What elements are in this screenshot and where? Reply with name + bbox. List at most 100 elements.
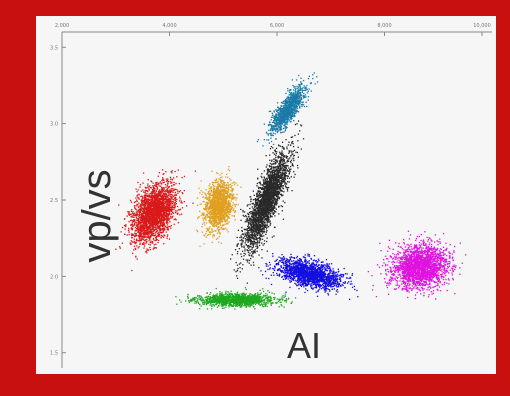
scatter-point [218,230,220,233]
scatter-point [216,232,219,234]
scatter-point [157,210,159,213]
scatter-point [252,245,255,247]
scatter-point [206,209,208,211]
scatter-point [145,250,148,252]
scatter-point [134,213,137,215]
scatter-point [183,201,185,203]
scatter-point [165,203,167,206]
scatter-point [148,228,150,230]
scatter-point [161,220,163,223]
scatter-point [166,199,168,201]
scatter-point [211,222,213,224]
scatter-point [153,210,155,213]
scatter-point [141,213,143,215]
scatter-point [215,221,217,223]
scatter-point [168,201,170,203]
scatter-point [158,235,160,238]
scatter-point [237,243,239,245]
scatter-point [158,205,160,207]
scatter-point [201,231,203,233]
scatter-point [233,184,236,186]
scatter-point [212,213,214,215]
scatter-point [159,211,161,213]
scatter-point [174,195,176,197]
scatter-point [167,190,169,192]
scatter-point [235,203,237,205]
scatter-point [141,235,143,237]
scatter-point [207,197,209,200]
scatter-point [211,208,213,210]
scatter-point [138,222,140,224]
scatter-point [217,183,219,185]
scatter-point [132,214,134,216]
scatter-point [222,180,225,182]
scatter-point [129,242,131,244]
scatter-point [130,216,132,218]
scatter-point [221,189,223,191]
scatter-point [147,235,150,237]
scatter-point [216,187,218,189]
scatter-point [211,206,213,209]
scatter-point [204,216,207,218]
scatter-point [158,217,160,219]
scatter-point [164,235,166,237]
scatter-point [251,236,253,239]
scatter-point [159,220,161,223]
scatter-point [146,207,148,209]
scatter-point [153,246,155,249]
scatter-point [143,227,146,229]
scatter-point [245,219,247,221]
scatter-point [173,177,175,179]
scatter-point [157,211,159,214]
scatter-point [141,215,143,217]
scatter-point [160,236,162,238]
scatter-point [143,227,145,229]
scatter-point [158,210,160,212]
scatter-point [178,191,181,193]
scatter-point [223,209,225,211]
scatter-point [150,201,152,203]
scatter-point [209,220,212,223]
scatter-point [167,211,169,213]
scatter-point [225,207,227,209]
scatter-point [164,209,166,211]
scatter-point [203,222,206,224]
scatter-point [266,208,268,210]
scatter-point [158,182,160,184]
scatter-point [152,210,154,212]
scatter-point [215,192,217,195]
scatter-point [248,247,250,249]
scatter-point [210,217,213,219]
scatter-point [288,177,291,179]
scatter-point [170,171,172,173]
scatter-point [279,177,281,180]
scatter-point [170,190,172,192]
scatter-point [212,195,214,197]
scatter-point [174,204,176,206]
scatter-point [210,221,212,224]
scatter-point [137,218,140,220]
scatter-series-2 [196,166,242,247]
scatter-point [164,193,166,195]
scatter-point [157,213,159,215]
scatter-point [130,201,132,203]
scatter-point [160,234,162,236]
scatter-point [216,189,218,191]
scatter-point [293,154,295,157]
scatter-point [282,175,284,177]
scatter-point [214,217,217,219]
scatter-point [226,193,228,195]
scatter-point [158,239,160,242]
scatter-point [218,185,220,188]
scatter-point [215,214,217,217]
scatter-point [132,211,134,213]
scatter-point [171,172,173,174]
scatter-point [292,150,294,152]
scatter-point [224,217,226,219]
scatter-point [175,211,177,214]
scatter-point [155,182,157,184]
scatter-point [223,201,225,203]
scatter-point [194,170,197,172]
scatter-point [156,187,159,190]
scatter-point [169,180,171,183]
